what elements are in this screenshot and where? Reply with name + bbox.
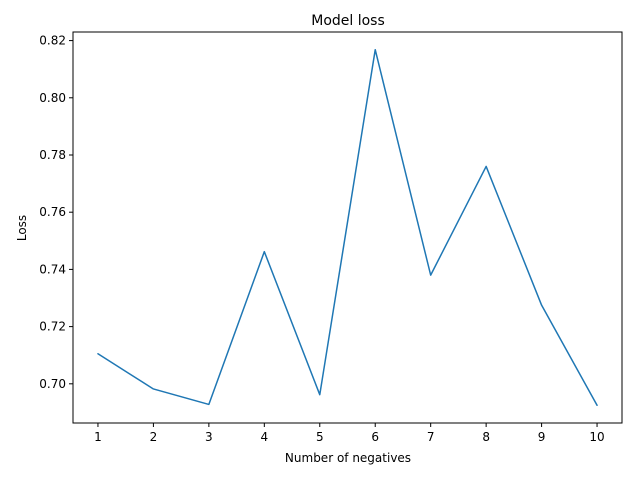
x-tick-label: 8 <box>482 430 490 444</box>
x-tick-label: 7 <box>427 430 435 444</box>
y-tick-label: 0.72 <box>39 320 66 334</box>
y-axis-ticks: 0.70 0.72 0.74 0.76 0.78 0.80 0.82 <box>39 34 73 391</box>
series-line-loss <box>97 48 598 407</box>
y-tick-label: 0.70 <box>39 377 66 391</box>
plot-frame <box>72 31 623 424</box>
x-tick-label: 9 <box>538 430 546 444</box>
x-tick-label: 1 <box>94 430 102 444</box>
y-tick-label: 0.80 <box>39 91 66 105</box>
x-axis-label: Number of negatives <box>285 451 411 465</box>
x-tick-label: 2 <box>150 430 158 444</box>
x-tick-label: 10 <box>589 430 604 444</box>
x-tick-label: 6 <box>371 430 379 444</box>
x-axis-ticks: 1 2 3 4 5 6 7 8 9 10 <box>94 423 605 444</box>
y-tick-label: 0.78 <box>39 148 66 162</box>
y-axis-label: Loss <box>15 215 29 241</box>
y-tick-label: 0.76 <box>39 205 66 219</box>
x-tick-label: 3 <box>205 430 213 444</box>
chart-title: Model loss <box>311 13 385 29</box>
x-tick-label: 5 <box>316 430 324 444</box>
y-tick-label: 0.74 <box>39 262 66 276</box>
x-tick-label: 4 <box>260 430 268 444</box>
y-tick-label: 0.82 <box>39 34 66 48</box>
